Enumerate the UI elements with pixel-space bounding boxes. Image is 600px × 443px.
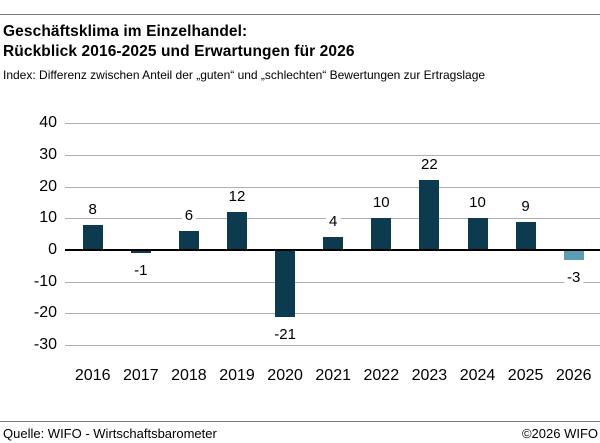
bar-2019 [227, 211, 247, 250]
x-axis-tick-label-2018: 2018 [171, 367, 207, 384]
bar-2018 [178, 231, 199, 250]
value-label-2018: 6 [181, 207, 197, 224]
gridline--20 [65, 313, 600, 315]
bottom-divider [0, 421, 600, 422]
copyright-note: ©2026 WIFO [521, 426, 598, 441]
y-axis-tick-label-30: 30 [39, 145, 57, 163]
chart-header: Geschäftsklima im Einzelhandel: Rückblic… [3, 22, 597, 82]
bar-2021 [323, 237, 344, 250]
value-label-2019: 12 [225, 187, 249, 205]
bar-2017 [130, 250, 151, 254]
bar-2020 [275, 250, 296, 317]
value-label-2024: 10 [466, 194, 489, 212]
chart-title-line-1: Geschäftsklima im Einzelhandel: [3, 23, 248, 40]
y-axis-tick-label-10: 10 [39, 209, 57, 227]
bar-chart: 40 30 20 10 0 -10 -20 -30 8 -1 6 12 -21 4 10 22 10 9 -3 201… [33, 114, 600, 384]
top-divider [0, 14, 600, 15]
y-axis-tick-label--10: -10 [33, 272, 57, 290]
chart-title-line-2: Rückblick 2016-2025 und Erwartungen für … [3, 43, 355, 60]
bar-2024 [467, 218, 488, 250]
y-axis-tick-label-40: 40 [39, 114, 57, 132]
value-label-2021: 4 [326, 213, 341, 231]
zero-axis-line [65, 249, 600, 251]
gridline-20 [65, 186, 600, 188]
bar-2025 [515, 221, 536, 250]
bar-2026 [563, 250, 584, 260]
bar-2023 [419, 180, 440, 250]
x-axis-tick-label-2016: 2016 [74, 367, 111, 384]
value-label-2023: 22 [418, 156, 441, 174]
source-note: Quelle: WIFO - Wirtschaftsbarometer [3, 426, 217, 441]
value-label-2022: 10 [369, 194, 393, 212]
bar-2022 [371, 218, 392, 250]
bar-2016 [82, 224, 103, 250]
gridline--10 [65, 281, 600, 283]
y-axis-tick-label-20: 20 [39, 177, 57, 195]
x-axis-tick-label-2022: 2022 [363, 367, 400, 384]
gridline-30 [65, 154, 600, 156]
value-label-2026: -3 [564, 268, 584, 286]
x-axis-tick-label-2019: 2019 [219, 367, 255, 384]
y-axis-tick-label--20: -20 [33, 304, 57, 322]
chart-subtitle: Index: Differenz zwischen Anteil der „gu… [3, 68, 486, 82]
y-axis-tick-label--30: -30 [33, 336, 57, 354]
x-axis-tick-label-2025: 2025 [507, 367, 544, 384]
value-label-2020: -21 [271, 325, 299, 343]
x-axis-tick-label-2017: 2017 [123, 367, 159, 384]
x-axis-tick-label-2024: 2024 [459, 367, 496, 384]
gridline--30 [65, 345, 600, 347]
x-axis-tick-label-2021: 2021 [315, 367, 351, 384]
x-axis-tick-label-2026: 2026 [555, 367, 592, 384]
x-axis-tick-label-2023: 2023 [411, 367, 448, 384]
x-axis-tick-label-2020: 2020 [267, 367, 303, 384]
gridline-40 [65, 123, 600, 125]
value-label-2025: 9 [518, 197, 533, 215]
value-label-2016: 8 [85, 200, 100, 218]
y-axis-tick-label-0: 0 [48, 241, 57, 258]
value-label-2017: -1 [131, 262, 151, 280]
